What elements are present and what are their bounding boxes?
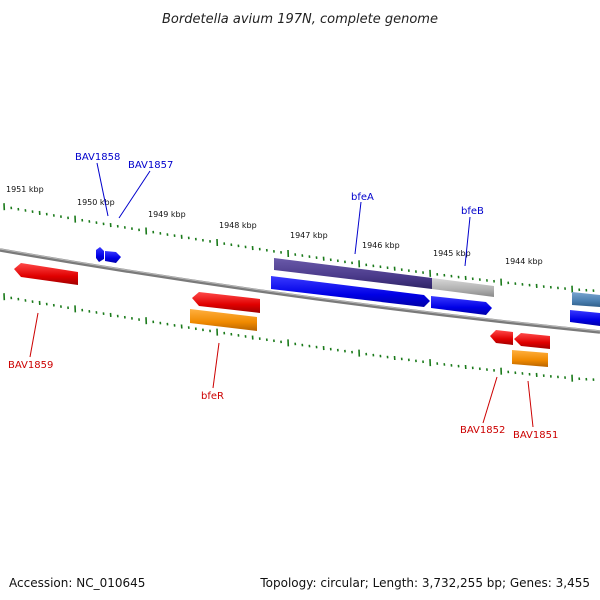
gene-bfeR-orange[interactable] xyxy=(190,309,257,331)
genome-backbone xyxy=(0,248,600,334)
leader-line xyxy=(118,170,151,219)
gene-bfeA-purple[interactable] xyxy=(274,258,494,297)
gene-right-blue[interactable] xyxy=(570,310,600,326)
gene-label[interactable]: BAV1858 xyxy=(75,152,120,163)
gene-label[interactable]: BAV1851 xyxy=(513,430,558,441)
gene-label[interactable]: BAV1852 xyxy=(460,425,505,436)
gene-label[interactable]: bfeA xyxy=(351,192,374,203)
gene-right-steel[interactable] xyxy=(572,292,600,307)
topology-text: Topology: circular; Length: 3,732,255 bp… xyxy=(259,576,590,590)
scale-ticks-bottom xyxy=(3,293,595,382)
leader-line xyxy=(96,162,109,217)
map-title: Bordetella avium 197N, complete genome xyxy=(162,12,438,27)
leader-line xyxy=(482,376,498,424)
gene-bfeR[interactable] xyxy=(192,292,260,313)
leader-line xyxy=(212,342,220,389)
gene-BAV1851[interactable] xyxy=(514,333,550,349)
kbp-label: 1945 kbp xyxy=(433,249,471,258)
gene-BAV1852[interactable] xyxy=(490,330,513,345)
leader-line xyxy=(354,201,362,255)
gene-top-strand[interactable] xyxy=(96,247,121,263)
gene-bfeA[interactable] xyxy=(271,276,430,307)
gene-label[interactable]: BAV1857 xyxy=(128,160,173,171)
kbp-label: 1947 kbp xyxy=(290,231,328,240)
gene-BAV1851-orange[interactable] xyxy=(512,350,548,367)
gene-label[interactable]: bfeR xyxy=(201,391,224,402)
kbp-label: 1950 kbp xyxy=(77,198,115,207)
accession-text: Accession: NC_010645 xyxy=(9,576,145,590)
leader-line xyxy=(527,380,534,428)
leader-line xyxy=(29,312,39,358)
kbp-label: 1949 kbp xyxy=(148,210,186,219)
gene-BAV1859[interactable] xyxy=(14,263,78,285)
gene-label[interactable]: BAV1859 xyxy=(8,360,53,371)
gene-bfeB[interactable] xyxy=(431,296,492,315)
kbp-label: 1946 kbp xyxy=(362,241,400,250)
kbp-label: 1944 kbp xyxy=(505,257,543,266)
scale-ticks-top xyxy=(3,203,595,293)
kbp-label: 1948 kbp xyxy=(219,221,257,230)
kbp-label: 1951 kbp xyxy=(6,185,44,194)
leader-line xyxy=(464,216,471,267)
gene-label[interactable]: bfeB xyxy=(461,206,484,217)
